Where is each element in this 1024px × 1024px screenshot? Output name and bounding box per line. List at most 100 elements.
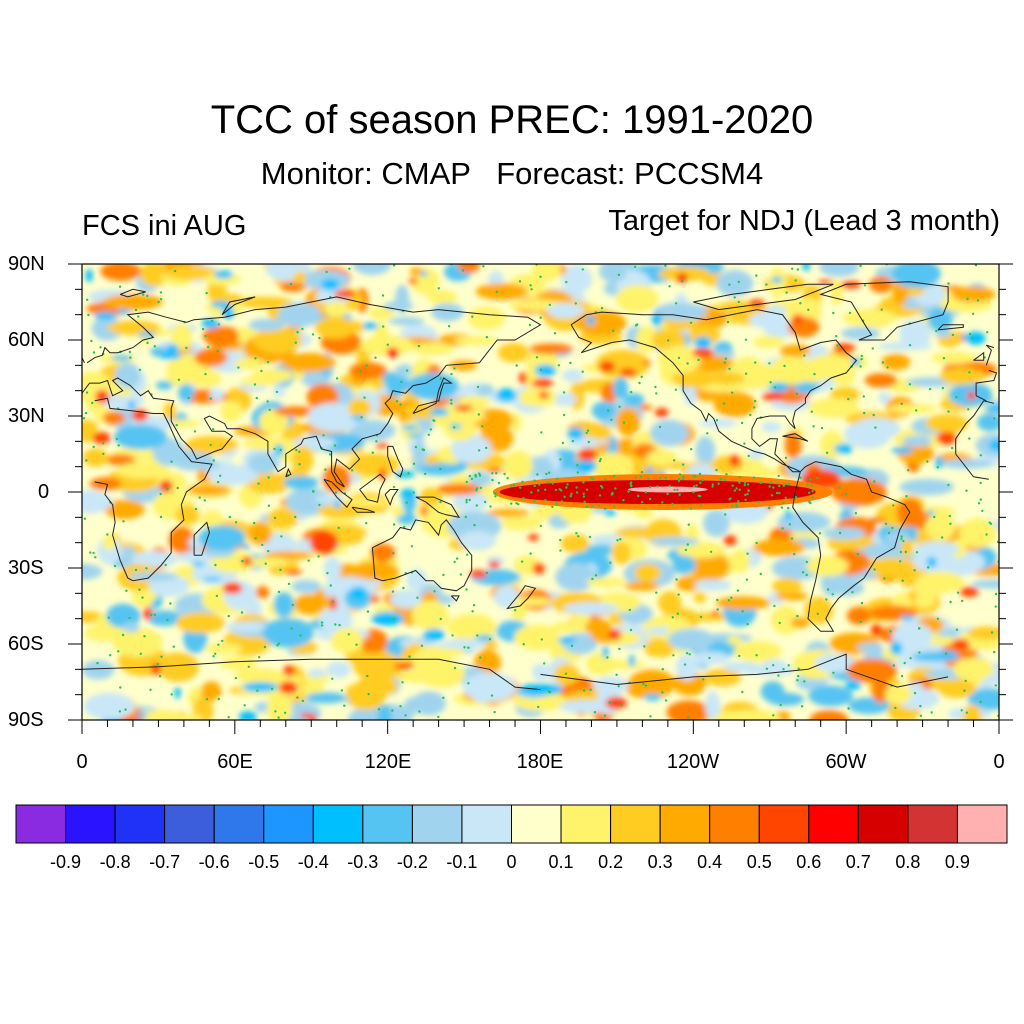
colorbar-swatch — [312, 804, 364, 844]
significance-dot — [782, 484, 785, 487]
significance-dot — [439, 377, 442, 380]
field-blob — [205, 642, 243, 654]
significance-dot — [613, 474, 616, 478]
significance-dot — [537, 489, 540, 492]
plot-subtitle: Monitor: CMAP Forecast: PCCSM4 — [260, 156, 764, 191]
significance-dot — [608, 701, 611, 704]
significance-dot — [453, 560, 456, 564]
significance-dot — [744, 338, 748, 341]
significance-dot — [146, 341, 149, 345]
field-blob — [409, 267, 423, 277]
significance-dot — [640, 375, 643, 378]
significance-dot — [307, 559, 310, 562]
colorbar-tick-label: -0.9 — [49, 852, 82, 872]
field-blob — [925, 414, 969, 433]
significance-dot — [537, 705, 540, 709]
field-blob-strong — [870, 623, 882, 637]
significance-dot — [968, 332, 972, 336]
field-blob — [274, 406, 318, 417]
coastline — [819, 281, 949, 341]
field-blob — [822, 527, 866, 540]
field-blob — [846, 658, 898, 684]
colorbar-swatch — [560, 804, 612, 844]
field-blob — [555, 562, 597, 592]
field-blob — [164, 265, 218, 281]
significance-dot — [681, 477, 685, 481]
significance-dot — [851, 591, 854, 594]
significance-dot — [159, 515, 163, 519]
field-blob — [615, 284, 659, 313]
significance-dot — [576, 471, 579, 474]
significance-dot — [644, 684, 648, 687]
significance-dot — [447, 325, 451, 328]
significance-dot — [565, 280, 568, 284]
field-blob — [601, 660, 646, 670]
field-blob — [840, 327, 881, 340]
significance-dot — [261, 543, 264, 547]
significance-dot — [630, 481, 633, 484]
significance-dot — [979, 498, 982, 501]
colorbar-tick-label: -0.5 — [248, 852, 280, 872]
coastline — [384, 489, 399, 506]
field-blob — [672, 555, 696, 575]
significance-dot — [753, 399, 757, 403]
field-blob — [281, 352, 336, 373]
field-blob-strong — [619, 368, 637, 376]
field-blob — [585, 544, 619, 556]
significance-dot — [118, 285, 122, 288]
significance-dot — [730, 596, 733, 599]
significance-dot — [214, 652, 217, 655]
field-blob — [170, 323, 193, 350]
significance-dot — [741, 610, 744, 613]
field-blob — [209, 388, 225, 401]
significance-dot — [955, 396, 958, 399]
colorbar-tick-label: -0.4 — [297, 852, 329, 872]
significance-dot — [551, 505, 554, 509]
field-blob — [497, 342, 530, 363]
significance-dot — [427, 433, 430, 436]
significance-dot — [228, 515, 231, 519]
significance-dot — [785, 291, 788, 294]
field-blob — [83, 692, 135, 720]
significance-dot — [530, 491, 533, 494]
significance-dot — [686, 362, 689, 365]
field-blob — [168, 713, 204, 720]
significance-dot — [495, 472, 498, 475]
field-blob — [676, 654, 699, 681]
significance-dot — [733, 296, 736, 299]
significance-dot — [267, 549, 270, 553]
significance-dot — [918, 651, 921, 654]
significance-dot — [765, 667, 769, 670]
significance-dot — [830, 387, 833, 390]
field-blob — [348, 398, 372, 418]
field-blob — [267, 508, 299, 529]
field-blob — [412, 342, 454, 356]
significance-dot — [503, 472, 506, 476]
significance-dot — [778, 484, 781, 488]
field-blob — [487, 508, 530, 517]
significance-dot — [403, 525, 406, 529]
significance-dot — [753, 406, 756, 409]
significance-dot — [320, 624, 324, 627]
significance-dot — [622, 499, 625, 502]
significance-dot — [575, 532, 578, 535]
significance-dot — [475, 489, 478, 492]
field-blob — [262, 618, 314, 648]
significance-dot — [644, 491, 648, 494]
significance-dot — [569, 361, 572, 365]
field-blob — [551, 392, 577, 406]
significance-dot — [298, 463, 301, 466]
significance-dot — [227, 614, 230, 618]
field-blob-strong — [351, 415, 366, 421]
significance-dot — [965, 711, 969, 714]
significance-dot — [517, 503, 520, 506]
field-blob-strong — [408, 278, 418, 285]
significance-dot — [145, 567, 148, 570]
field-blob — [91, 316, 124, 341]
significance-dot — [150, 613, 153, 617]
field-blob-strong — [603, 509, 617, 516]
colorbar-swatch — [65, 804, 116, 844]
significance-dot — [464, 515, 467, 519]
field-blob — [967, 626, 999, 640]
significance-dot — [968, 371, 971, 374]
